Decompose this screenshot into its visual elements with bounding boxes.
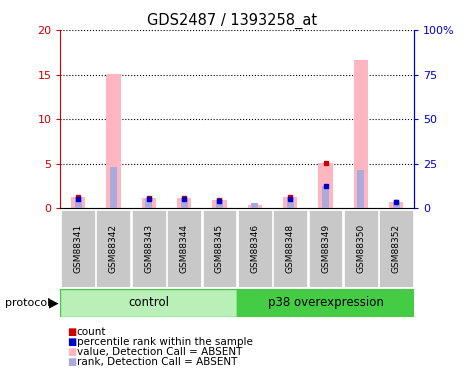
Text: GSM88344: GSM88344 [179, 224, 189, 273]
Bar [61, 210, 95, 287]
Bar [283, 197, 297, 208]
Text: GSM88343: GSM88343 [144, 224, 153, 273]
Text: GSM88352: GSM88352 [392, 224, 401, 273]
Text: GDS2487 / 1393258_at: GDS2487 / 1393258_at [147, 13, 318, 29]
Text: value, Detection Call = ABSENT: value, Detection Call = ABSENT [77, 347, 242, 357]
Bar [106, 74, 120, 208]
Bar [237, 289, 414, 317]
Bar [251, 203, 259, 208]
Text: ▶: ▶ [49, 296, 58, 309]
Bar [389, 202, 403, 208]
Bar [379, 210, 413, 287]
Bar [309, 210, 342, 287]
Bar [392, 202, 400, 208]
Text: ■: ■ [67, 327, 77, 337]
Bar [97, 210, 130, 287]
Text: GSM88341: GSM88341 [73, 224, 83, 273]
Text: control: control [128, 296, 169, 309]
Text: ■: ■ [67, 357, 77, 367]
Bar [248, 206, 262, 208]
Bar [167, 210, 201, 287]
Bar [110, 167, 117, 208]
Bar [60, 289, 237, 317]
Text: p38 overexpression: p38 overexpression [267, 296, 384, 309]
Text: count: count [77, 327, 106, 337]
Bar [203, 210, 236, 287]
Text: rank, Detection Call = ABSENT: rank, Detection Call = ABSENT [77, 357, 237, 367]
Text: ■: ■ [67, 337, 77, 347]
Bar [177, 198, 191, 208]
Bar [132, 210, 166, 287]
Bar [145, 199, 153, 208]
Text: GSM88345: GSM88345 [215, 224, 224, 273]
Bar [74, 199, 82, 208]
Bar [357, 170, 365, 208]
Bar [71, 197, 85, 208]
Bar [286, 199, 294, 208]
Text: GSM88346: GSM88346 [250, 224, 259, 273]
Bar [238, 210, 272, 287]
Bar [322, 186, 329, 208]
Text: GSM88349: GSM88349 [321, 224, 330, 273]
Text: GSM88350: GSM88350 [356, 224, 365, 273]
Text: GSM88342: GSM88342 [109, 224, 118, 273]
Text: protocol: protocol [5, 298, 50, 307]
Text: GSM88348: GSM88348 [286, 224, 295, 273]
Bar [213, 200, 226, 208]
Text: percentile rank within the sample: percentile rank within the sample [77, 337, 252, 347]
Bar [273, 210, 307, 287]
Bar [344, 210, 378, 287]
Bar [354, 60, 368, 208]
Bar [319, 163, 332, 208]
Bar [142, 198, 156, 208]
Text: ■: ■ [67, 347, 77, 357]
Bar [216, 201, 223, 208]
Bar [180, 199, 188, 208]
